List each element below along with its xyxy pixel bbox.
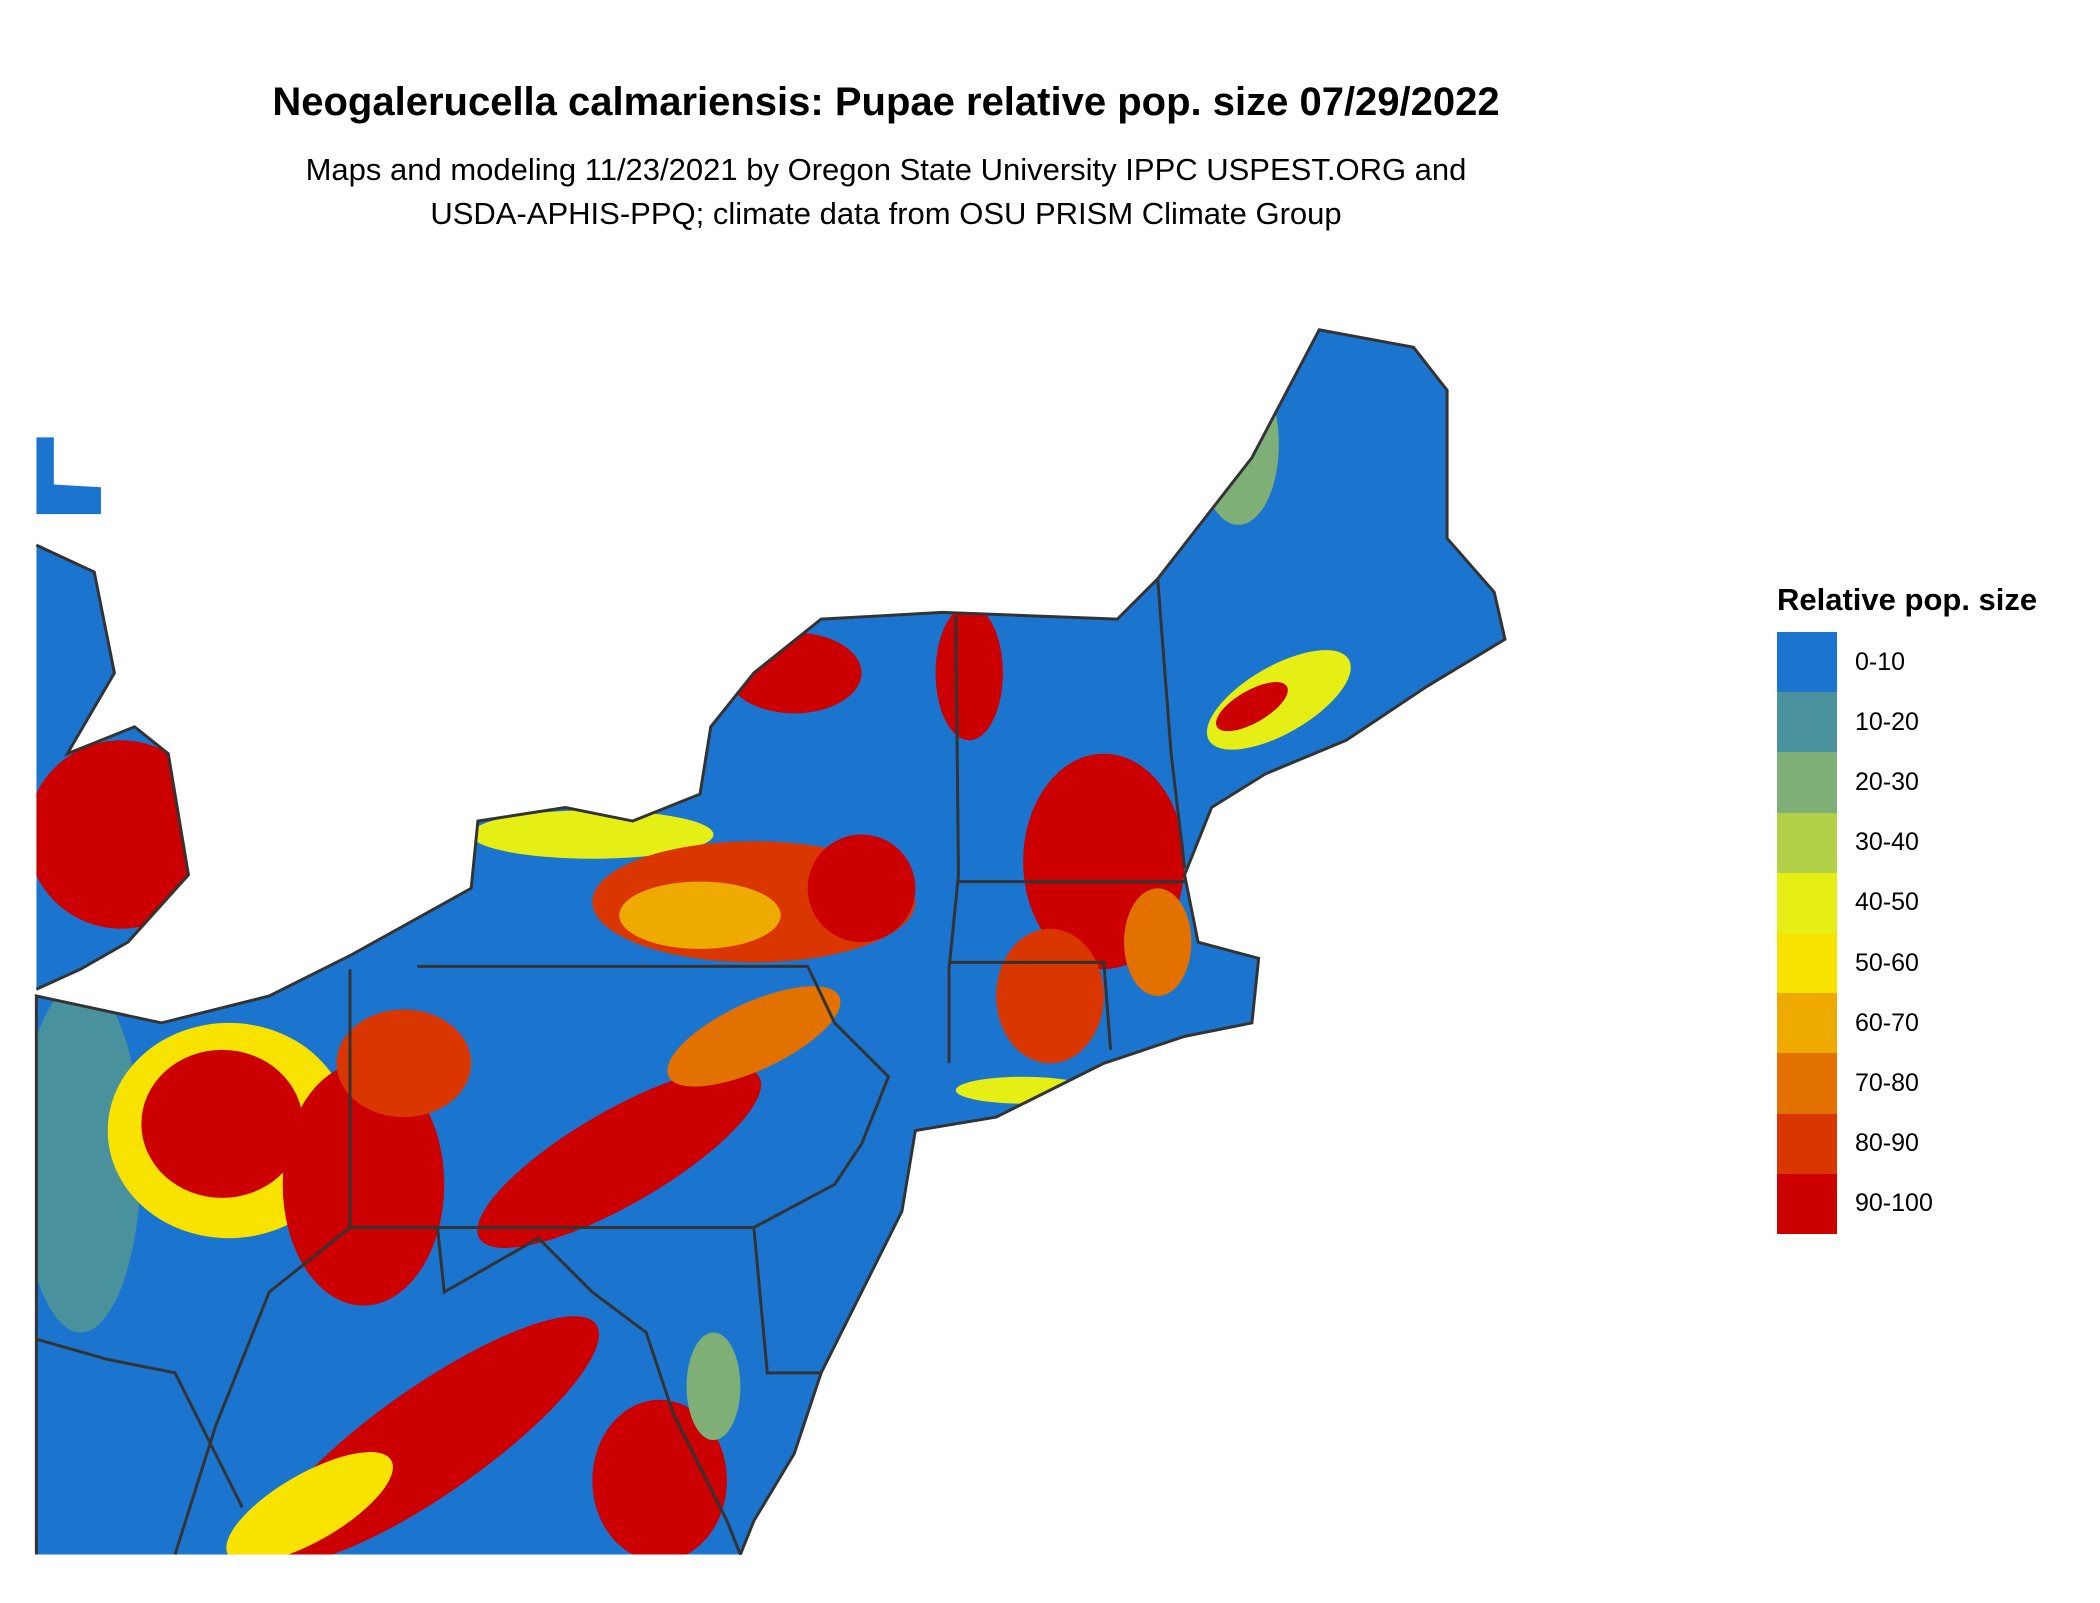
legend-item: 10-20 xyxy=(1777,692,2037,753)
legend-swatch xyxy=(1777,993,1837,1054)
legend-item: 40-50 xyxy=(1777,872,2037,933)
legend-swatch xyxy=(1777,692,1837,753)
map-subtitle-line2: USDA-APHIS-PPQ; climate data from OSU PR… xyxy=(430,196,1342,231)
legend-item: 20-30 xyxy=(1777,752,2037,813)
state-borders xyxy=(34,328,1507,1556)
legend-swatch xyxy=(1777,1053,1837,1114)
legend-swatch xyxy=(1777,932,1837,994)
legend-label: 60-70 xyxy=(1855,1008,1919,1037)
map-subtitle-line1: Maps and modeling 11/23/2021 by Oregon S… xyxy=(305,152,1467,187)
legend-swatch xyxy=(1777,812,1837,873)
population-raster xyxy=(36,329,1506,1555)
legend-label: 80-90 xyxy=(1855,1129,1919,1158)
legend-label: 40-50 xyxy=(1855,888,1919,917)
legend-item: 70-80 xyxy=(1777,1053,2037,1114)
legend-label: 10-20 xyxy=(1855,707,1919,736)
legend-label: 90-100 xyxy=(1855,1189,1933,1218)
legend-item: 50-60 xyxy=(1777,932,2037,994)
legend-item: 60-70 xyxy=(1777,993,2037,1054)
legend-label: 30-40 xyxy=(1855,828,1919,857)
legend-swatch xyxy=(1777,752,1837,813)
legend-swatch xyxy=(1777,1173,1837,1234)
legend-item: 80-90 xyxy=(1777,1113,2037,1174)
legend-item: 0-10 xyxy=(1777,632,2037,693)
map-title: Neogalerucella calmariensis: Pupae relat… xyxy=(272,80,1500,124)
legend-label: 50-60 xyxy=(1855,948,1919,977)
legend-title: Relative pop. size xyxy=(1777,582,2038,617)
legend-swatch xyxy=(1777,632,1837,693)
legend-label: 20-30 xyxy=(1855,767,1919,796)
legend-label: 70-80 xyxy=(1855,1068,1919,1097)
legend-item: 90-100 xyxy=(1777,1173,2037,1234)
legend-item: 30-40 xyxy=(1777,812,2037,873)
legend-swatch xyxy=(1777,872,1837,933)
legend: Relative pop. size 0-10 10-20 20-30 30-40 40… xyxy=(1777,582,2037,1234)
legend-label: 0-10 xyxy=(1855,647,1906,676)
legend-swatch xyxy=(1777,1113,1837,1174)
